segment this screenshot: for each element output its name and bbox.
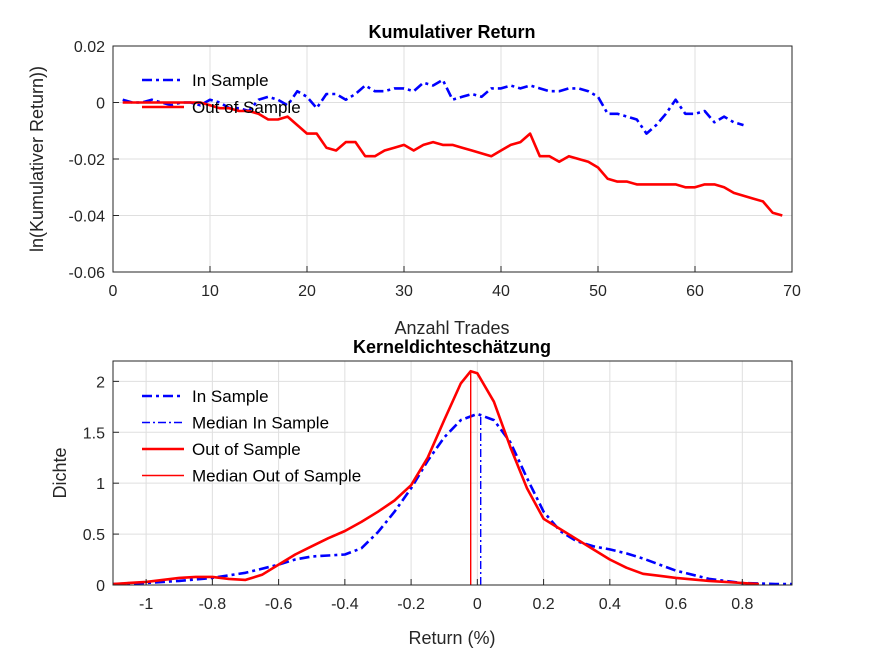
tick-labels: 0 10 20 30 40 50 60 70 -0.06 -0.04 -0.02 0 0.02 — [69, 39, 801, 300]
chart-title: Kumulativer Return — [368, 22, 535, 42]
y-tick-label: -0.06 — [69, 265, 106, 282]
kernel-density-chart: -1 -0.8 -0.6 -0.4 -0.2 0 0.2 0.4 0.6 0.8 0 0.5 1 1.5 2… — [50, 337, 793, 648]
legend-entry-label: In Sample — [192, 71, 269, 90]
y-axis-label: ln(Kumulativer Return)) — [27, 66, 47, 252]
y-axis-label: Dichte — [50, 447, 70, 498]
x-tick-label: 20 — [298, 283, 316, 300]
out-of-sample-line — [112, 369, 759, 586]
legend: In Sample Out of Sample — [142, 71, 301, 117]
x-tick-label: -0.8 — [199, 596, 227, 613]
tick-labels: -1 -0.8 -0.6 -0.4 -0.2 0 0.2 0.4 0.6 0.8 0 0.5 1 1.5 2 — [83, 374, 754, 613]
legend-entry-label: Out of Sample — [192, 98, 301, 117]
out-of-sample-line — [122, 101, 783, 217]
x-tick-label: 30 — [395, 283, 413, 300]
x-tick-label: -0.6 — [265, 596, 293, 613]
y-tick-label: -0.02 — [69, 152, 106, 169]
legend-entry-label: Median In Sample — [192, 414, 329, 433]
legend-entry-label: Out of Sample — [192, 440, 301, 459]
series-lines — [112, 369, 792, 586]
series-lines — [122, 78, 783, 217]
legend: In Sample Median In Sample Out of Sample Me… — [142, 387, 361, 486]
x-tick-label: 0 — [473, 596, 482, 613]
x-tick-label: 60 — [686, 283, 704, 300]
x-tick-label: 0.6 — [665, 596, 687, 613]
x-tick-label: 0.4 — [599, 596, 621, 613]
y-tick-label: 2 — [96, 374, 105, 391]
x-tick-label: 0.2 — [532, 596, 554, 613]
x-tick-label: 70 — [783, 283, 801, 300]
y-tick-label: 0.02 — [74, 39, 105, 56]
x-tick-label: -0.2 — [397, 596, 425, 613]
x-tick-label: 50 — [589, 283, 607, 300]
x-tick-label: 40 — [492, 283, 510, 300]
y-tick-label: 0 — [96, 96, 105, 113]
in-sample-line — [112, 412, 792, 586]
x-tick-label: -1 — [139, 596, 153, 613]
cumulative-return-chart: 0 10 20 30 40 50 60 70 -0.06 -0.04 -0.02 0 0.02 Kumu… — [27, 22, 801, 338]
y-tick-label: 0 — [96, 578, 105, 595]
x-tick-label: -0.4 — [331, 596, 359, 613]
y-tick-label: 1.5 — [83, 425, 105, 442]
in-sample-line — [122, 78, 744, 135]
chart-title: Kerneldichteschätzung — [353, 337, 551, 357]
y-tick-label: 1 — [96, 476, 105, 493]
axes-frame — [112, 360, 793, 586]
legend-entry-label: In Sample — [192, 387, 269, 406]
x-tick-label: 10 — [201, 283, 219, 300]
y-tick-label: 0.5 — [83, 527, 105, 544]
x-axis-label: Return (%) — [408, 628, 495, 648]
legend-entry-label: Median Out of Sample — [192, 467, 361, 486]
plot-area — [113, 361, 792, 585]
x-tick-label: 0 — [109, 283, 118, 300]
y-tick-label: -0.04 — [69, 209, 106, 226]
x-tick-label: 0.8 — [731, 596, 753, 613]
x-axis-label: Anzahl Trades — [394, 318, 509, 338]
